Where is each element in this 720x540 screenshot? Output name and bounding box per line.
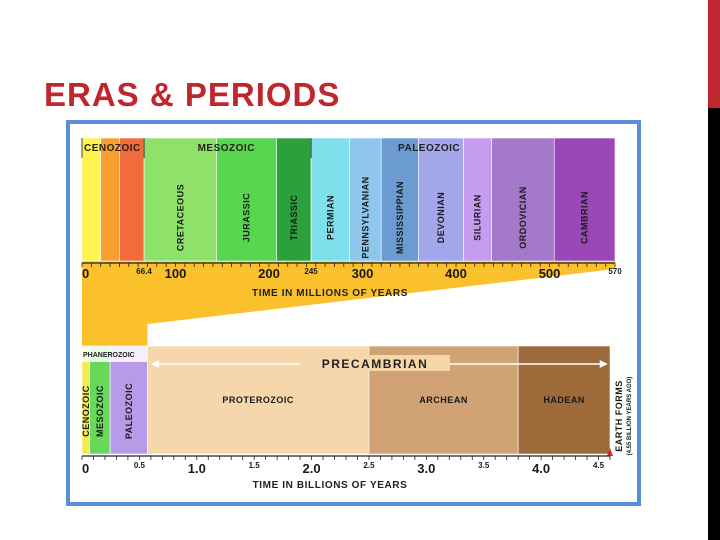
top-tick-label-0: 0 — [82, 266, 89, 281]
eon-band-paleozoic — [109, 345, 148, 455]
period-label-mississippian: MISSISSIPPIAN — [395, 181, 405, 254]
bottom-axis-title: TIME IN BILLIONS OF YEARS — [253, 480, 408, 491]
geologic-timescale-figure: CRETACEOUS JURASSIC TRIASSIC PERMIAN PENNSYL… — [66, 120, 641, 506]
slide-title: ERAS & PERIODS — [44, 76, 341, 113]
period-band — [100, 137, 120, 262]
eon-label-paleozoic: PALEOZOIC — [124, 383, 134, 439]
period-band-mississippian — [380, 137, 419, 262]
eon-label-archean: ARCHEAN — [419, 395, 468, 405]
era-label-mesozoic: MESOZOIC — [198, 143, 255, 154]
top-tick-label-570: 570 — [608, 267, 622, 276]
period-band-devonian — [418, 137, 464, 262]
eon-label-hadean: HADEAN — [543, 395, 585, 405]
bottom-tick-label-2-5: 2.5 — [363, 461, 375, 470]
top-axis-title: TIME IN MILLIONS OF YEARS — [252, 288, 408, 299]
period-label-cretaceous: CRETACEOUS — [175, 184, 185, 251]
period-label-devonian: DEVONIAN — [436, 192, 446, 244]
top-tick-label-300: 300 — [352, 266, 374, 281]
period-band-pennsylvanian — [349, 137, 382, 262]
period-band-triassic — [276, 137, 312, 262]
bottom-tick-label-2-0: 2.0 — [303, 461, 321, 476]
era-label-paleozoic: PALEOZOIC — [398, 143, 460, 154]
bottom-tick-label-4-0: 4.0 — [532, 461, 550, 476]
earth-forms-label: EARTH FORMS — [614, 380, 624, 452]
period-band — [81, 137, 102, 262]
period-band — [119, 137, 145, 262]
zoom-connector — [82, 261, 615, 346]
period-band-cambrian — [553, 137, 616, 262]
period-band-ordovician — [491, 137, 555, 262]
period-label-ordovician: ORDOVICIAN — [518, 186, 528, 249]
bottom-tick-label-4-5: 4.5 — [593, 461, 605, 470]
period-label-cambrian: CAMBRIAN — [580, 191, 590, 244]
phanerozoic-header — [82, 346, 148, 362]
period-label-jurassic: JURASSIC — [242, 193, 252, 243]
period-label-triassic: TRIASSIC — [289, 194, 299, 240]
period-band-cretaceous — [143, 137, 217, 262]
edge-strip — [708, 108, 720, 540]
precambrian-arrow-right — [599, 360, 608, 368]
phanerozoic-label: PHANEROZOIC — [83, 352, 135, 359]
earth-forms-marker — [607, 448, 613, 456]
period-label-silurian: SILURIAN — [473, 194, 483, 241]
top-tick-label-245: 245 — [304, 267, 318, 276]
earth-forms-sublabel: (4.55 BILLION YEARS AGO) — [627, 377, 633, 456]
precambrian-arrow-left — [150, 360, 159, 368]
top-tick-label-100: 100 — [165, 266, 187, 281]
bottom-tick-label-3-5: 3.5 — [478, 461, 490, 470]
eon-label-mesozoic: MESOZOIC — [95, 385, 105, 437]
period-label-pennsylvanian: PENNSYLVANIAN — [360, 176, 370, 258]
bottom-tick-label-0: 0 — [82, 461, 89, 476]
bottom-tick-label-1-5: 1.5 — [249, 461, 261, 470]
period-band-jurassic — [216, 137, 277, 262]
top-tick-label-400: 400 — [445, 266, 467, 281]
top-tick-label-200: 200 — [258, 266, 280, 281]
bottom-tick-label-3-0: 3.0 — [417, 461, 435, 476]
eon-label-proterozoic: PROTEROZOIC — [222, 395, 294, 405]
bottom-tick-label-0-5: 0.5 — [134, 461, 146, 470]
timeline-svg: CRETACEOUS JURASSIC TRIASSIC PERMIAN PENNSYL… — [81, 137, 633, 491]
period-label-permian: PERMIAN — [325, 195, 335, 240]
period-band-silurian — [463, 137, 492, 262]
bottom-tick-label-1-0: 1.0 — [188, 461, 206, 476]
period-band-permian — [310, 137, 350, 262]
top-tick-label-500: 500 — [539, 266, 561, 281]
eon-label-cenozoic: CENOZOIC — [81, 385, 91, 437]
precambrian-label-bg — [300, 355, 450, 371]
precambrian-label: PRECAMBRIAN — [322, 357, 429, 371]
top-tick-label-66-4: 66.4 — [136, 267, 152, 276]
accent-bar — [708, 0, 720, 108]
era-label-cenozoic: CENOZOIC — [84, 143, 141, 154]
